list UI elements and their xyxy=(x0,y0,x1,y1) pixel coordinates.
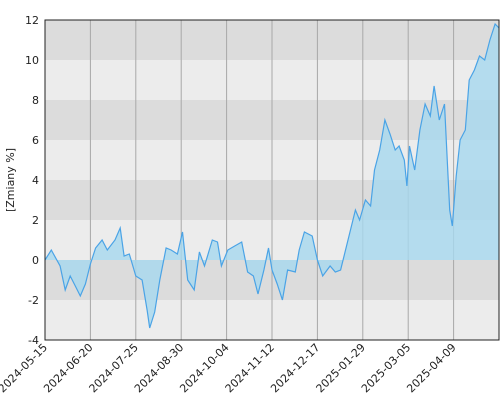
area xyxy=(45,24,499,328)
y-tick-label: 6 xyxy=(32,134,39,147)
x-tick-label: 2025-04-09 xyxy=(404,341,458,395)
y-tick-label: -4 xyxy=(28,334,39,347)
y-tick-label: 12 xyxy=(25,14,39,27)
y-tick-label: -2 xyxy=(28,294,39,307)
y-tick-label: 4 xyxy=(32,174,39,187)
y-tick-label: 10 xyxy=(25,54,39,67)
y-tick-label: 8 xyxy=(32,94,39,107)
y-tick-label: 0 xyxy=(32,254,39,267)
y-tick-label: 2 xyxy=(32,214,39,227)
y-axis-label: [Zmiany %] xyxy=(4,148,17,212)
plot-border xyxy=(44,19,500,341)
line xyxy=(44,22,500,329)
